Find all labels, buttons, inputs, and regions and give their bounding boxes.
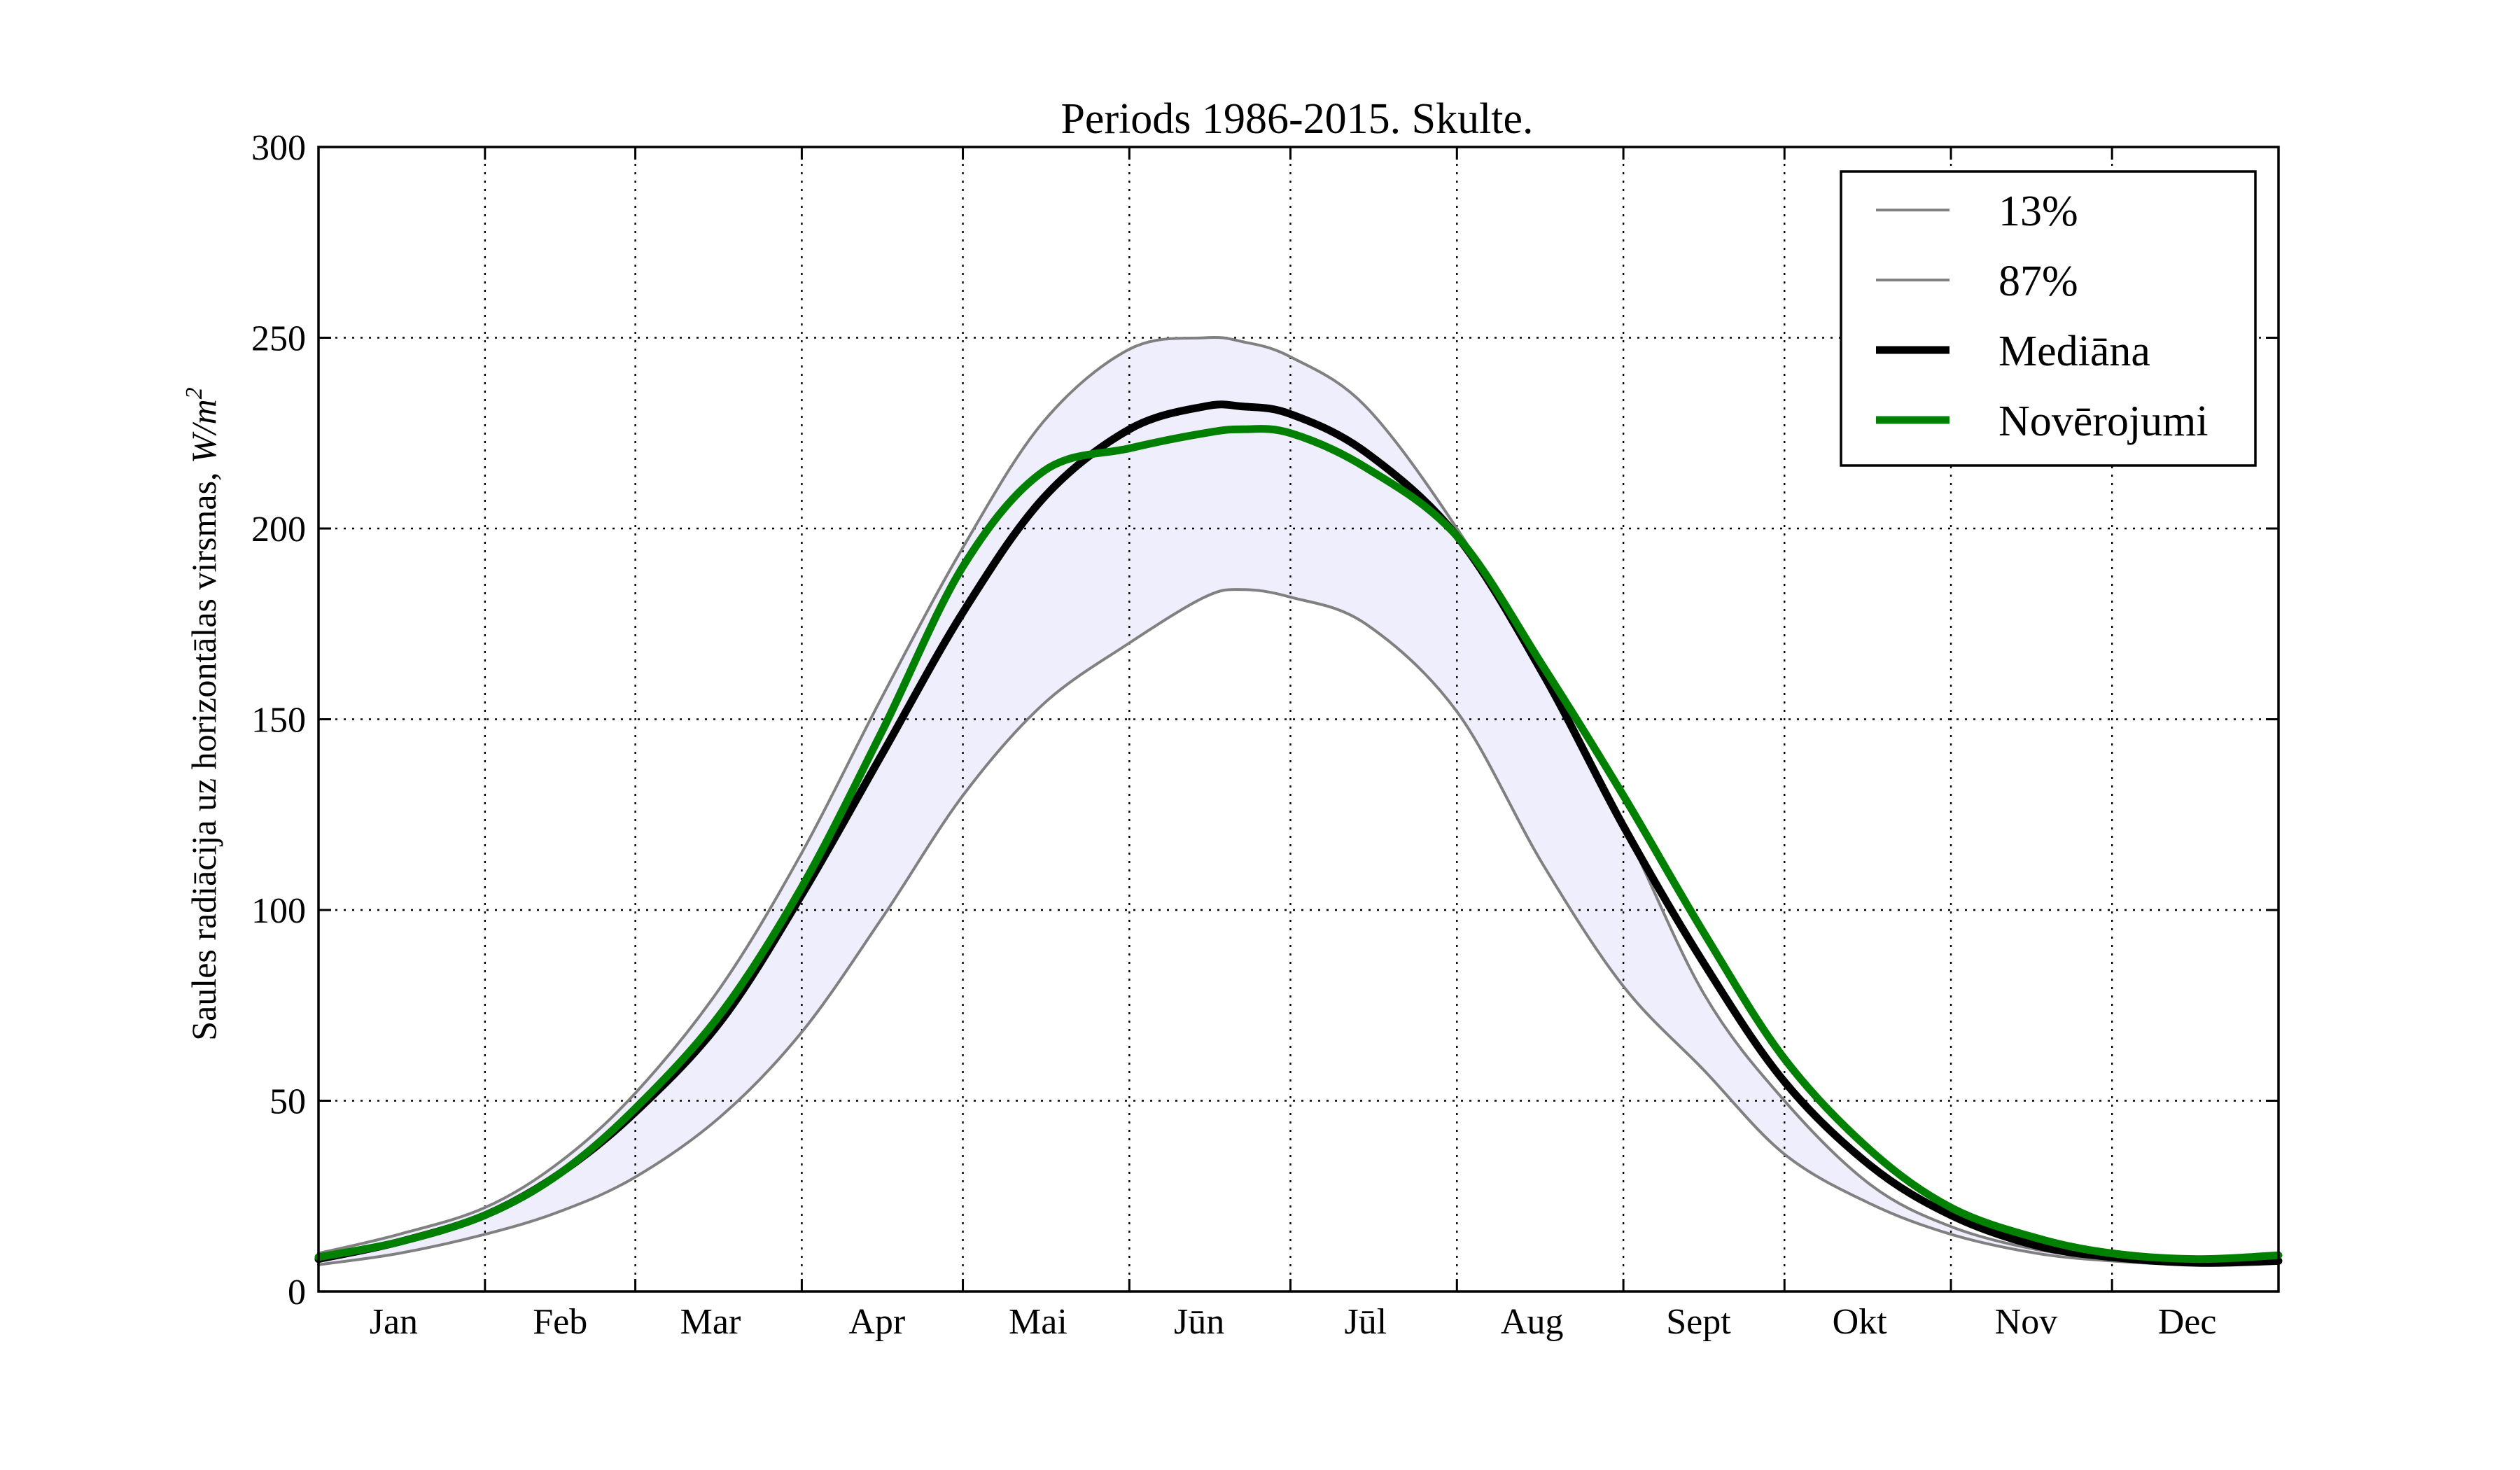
y-axis-label-text: Saules radiācija uz horizontālas virsmas…	[184, 472, 223, 1040]
x-tick-label-feb: Feb	[533, 1302, 587, 1342]
percentile-band	[318, 337, 2278, 1265]
x-tick-label-jan: Jan	[370, 1302, 418, 1342]
series-line-0	[317, 588, 2280, 1266]
y-tick-label-100: 100	[251, 891, 306, 931]
legend-label-3: Novērojumi	[1998, 398, 2208, 445]
x-tick-label-jūn: Jūn	[1174, 1302, 1224, 1342]
y-axis-label-unit: W/m	[184, 399, 223, 463]
x-tick-label-okt: Okt	[1833, 1302, 1888, 1342]
chart-title: Periods 1986-2015. Skulte.	[1060, 95, 1533, 143]
y-tick-label-200: 200	[251, 510, 306, 550]
y-axis-label-unit-exponent: 2	[181, 387, 207, 399]
series-line-2	[314, 400, 2283, 1267]
legend-label-0: 13%	[1998, 188, 2078, 235]
x-tick-label-aug: Aug	[1501, 1302, 1564, 1342]
x-tick-label-jūl: Jūl	[1345, 1302, 1387, 1342]
y-tick-label-150: 150	[251, 701, 306, 741]
legend-label-2: Mediāna	[1998, 328, 2150, 375]
x-tick-label-apr: Apr	[848, 1302, 905, 1342]
x-tick-label-mar: Mar	[680, 1302, 741, 1342]
plot-area: 0 50 100 150 200 250 300 Jan Feb Mar Apr Mai Jūn Jūl A…	[251, 128, 2283, 1342]
y-tick-label-0: 0	[288, 1273, 306, 1312]
x-tick-label-mai: Mai	[1009, 1302, 1068, 1342]
x-tick-label-dec: Dec	[2158, 1302, 2217, 1342]
y-tick-label-50: 50	[270, 1082, 306, 1122]
x-tick-label-nov: Nov	[1995, 1302, 2058, 1342]
x-tick-label-sept: Sept	[1666, 1302, 1731, 1342]
series-line-1	[317, 335, 2280, 1263]
series-line-3	[314, 425, 2283, 1264]
y-tick-label-300: 300	[251, 128, 306, 168]
legend-label-1: 87%	[1998, 258, 2078, 305]
y-axis-label: Saules radiācija uz horizontālas virsmas…	[181, 387, 223, 1040]
y-tick-label-250: 250	[251, 319, 306, 359]
legend: 13% 87% Mediāna Novērojumi	[1840, 170, 2257, 467]
